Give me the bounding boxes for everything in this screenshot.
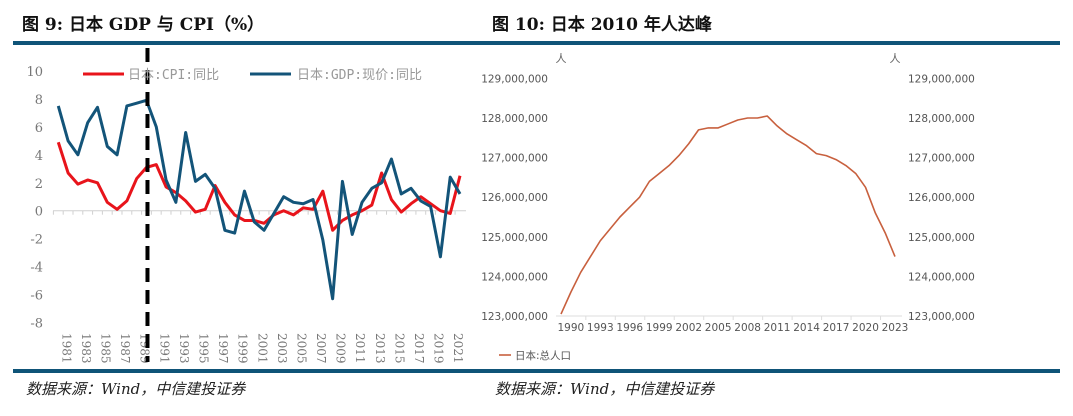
y-left-tick-label: 128,000,000	[481, 113, 548, 125]
y-left-tick-label: 126,000,000	[481, 192, 548, 204]
y-left-tick-label: 123,000,000	[481, 311, 548, 323]
x-tick-label: 2019	[432, 333, 446, 364]
figure-10-source: 数据来源：Wind，中信建投证券	[495, 380, 715, 398]
x-tick-label: 2015	[392, 333, 406, 364]
x-tick-label: 2001	[255, 333, 269, 364]
x-tick-label: 2011	[764, 322, 791, 334]
x-tick-label: 2023	[882, 322, 909, 334]
legend-label: 日本:CPI:同比	[128, 68, 219, 83]
y-left-tick-label: 129,000,000	[481, 73, 548, 85]
y-right-tick-label: 124,000,000	[908, 271, 975, 283]
y-left-tick-label: 124,000,000	[481, 271, 548, 283]
x-tick-label: 2020	[852, 322, 879, 334]
x-tick-label: 2002	[675, 322, 702, 334]
x-tick-label: 2003	[275, 333, 289, 364]
y-tick-label: 10	[26, 65, 43, 80]
x-tick-label: 2005	[705, 322, 732, 334]
x-tick-label: 1999	[646, 322, 673, 334]
figure-10-title: 图 10: 日本 2010 年人达峰	[492, 15, 712, 35]
y-tick-label: -6	[30, 289, 43, 304]
legend-label: 日本:总人口	[515, 349, 571, 362]
y-tick-label: 0	[35, 205, 43, 220]
bottom-rule	[13, 369, 1060, 373]
x-tick-label: 2013	[373, 333, 387, 364]
x-tick-label: 1995	[196, 333, 210, 364]
x-tick-label: 2021	[451, 333, 465, 364]
x-tick-label: 1999	[236, 333, 250, 364]
y-tick-label: -4	[30, 261, 43, 276]
y-right-tick-label: 123,000,000	[908, 311, 975, 323]
x-tick-label: 1989	[138, 333, 152, 364]
y-left-unit-label: 人	[556, 52, 567, 65]
x-tick-label: 2017	[823, 322, 850, 334]
x-tick-label: 2011	[353, 333, 367, 364]
y-left-tick-label: 125,000,000	[481, 232, 548, 244]
top-rule	[13, 41, 1060, 45]
x-tick-label: 2009	[334, 333, 348, 364]
x-tick-label: 1981	[59, 333, 73, 364]
y-tick-label: 4	[35, 149, 43, 164]
x-tick-label: 1985	[98, 333, 112, 364]
y-left-tick-label: 127,000,000	[481, 153, 548, 165]
y-right-tick-label: 125,000,000	[908, 232, 975, 244]
y-right-unit-label: 人	[890, 52, 901, 65]
x-tick-label: 1991	[157, 333, 171, 364]
x-tick-label: 1990	[557, 322, 584, 334]
x-tick-label: 2005	[294, 333, 308, 364]
figure-9-title: 图 9: 日本 GDP 与 CPI（%）	[22, 15, 265, 35]
cpi-line	[56, 141, 462, 232]
x-tick-label: 1996	[616, 322, 643, 334]
y-tick-label: 8	[35, 93, 43, 108]
x-tick-label: 2008	[734, 322, 761, 334]
y-right-tick-label: 127,000,000	[908, 153, 975, 165]
x-tick-label: 2017	[412, 333, 426, 364]
gdp-line	[56, 98, 462, 301]
x-tick-label: 1987	[118, 333, 132, 364]
y-tick-label: 2	[35, 177, 43, 192]
population-line	[560, 115, 896, 315]
y-right-tick-label: 129,000,000	[908, 73, 975, 85]
x-tick-label: 2014	[793, 322, 820, 334]
y-tick-label: 6	[35, 121, 43, 136]
x-tick-label: 1997	[216, 333, 230, 364]
figure-9-source: 数据来源：Wind，中信建投证券	[26, 380, 246, 398]
y-tick-label: -2	[30, 233, 43, 248]
x-tick-label: 1993	[587, 322, 614, 334]
x-tick-label: 1993	[177, 333, 191, 364]
y-right-tick-label: 126,000,000	[908, 192, 975, 204]
legend-label: 日本:GDP:现价:同比	[297, 68, 422, 83]
x-tick-label: 1983	[79, 333, 93, 364]
y-right-tick-label: 128,000,000	[908, 113, 975, 125]
y-tick-label: -8	[30, 316, 43, 331]
x-tick-label: 2007	[314, 333, 328, 364]
